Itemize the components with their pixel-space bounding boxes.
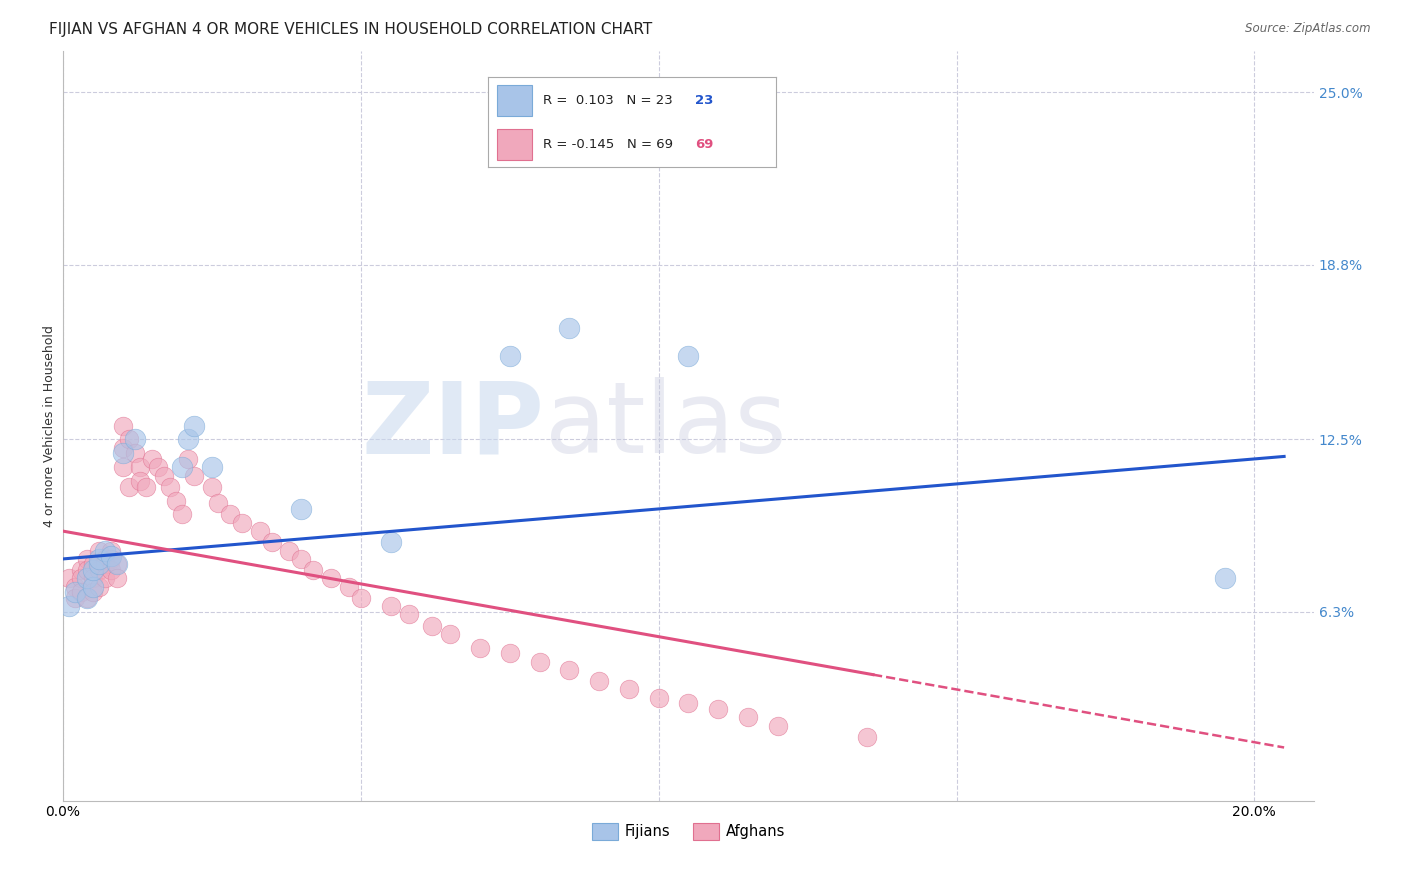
Point bbox=[76, 591, 98, 605]
Point bbox=[207, 496, 229, 510]
Point bbox=[105, 558, 128, 572]
Point bbox=[58, 599, 80, 614]
Point bbox=[94, 571, 117, 585]
Text: FIJIAN VS AFGHAN 4 OR MORE VEHICLES IN HOUSEHOLD CORRELATION CHART: FIJIAN VS AFGHAN 4 OR MORE VEHICLES IN H… bbox=[49, 22, 652, 37]
Point bbox=[124, 446, 146, 460]
Point bbox=[82, 563, 104, 577]
Point bbox=[249, 524, 271, 538]
Point bbox=[647, 690, 669, 705]
Point bbox=[380, 535, 402, 549]
Legend: Fijians, Afghans: Fijians, Afghans bbox=[586, 817, 792, 846]
Point bbox=[76, 591, 98, 605]
Point bbox=[129, 460, 152, 475]
Point bbox=[398, 607, 420, 622]
Text: ZIP: ZIP bbox=[361, 377, 544, 475]
Point bbox=[70, 585, 93, 599]
Point bbox=[87, 552, 110, 566]
Point bbox=[111, 418, 134, 433]
Point bbox=[678, 349, 700, 363]
Point bbox=[117, 480, 139, 494]
Point bbox=[1213, 571, 1236, 585]
Point bbox=[380, 599, 402, 614]
Point bbox=[558, 663, 581, 677]
Point bbox=[468, 640, 491, 655]
Point bbox=[260, 535, 283, 549]
Point bbox=[105, 558, 128, 572]
Point bbox=[82, 580, 104, 594]
Point bbox=[63, 591, 86, 605]
Point bbox=[87, 543, 110, 558]
Point bbox=[58, 571, 80, 585]
Point bbox=[290, 502, 312, 516]
Point bbox=[183, 468, 205, 483]
Point bbox=[172, 460, 194, 475]
Point bbox=[135, 480, 157, 494]
Point bbox=[87, 558, 110, 572]
Point bbox=[111, 460, 134, 475]
Y-axis label: 4 or more Vehicles in Household: 4 or more Vehicles in Household bbox=[44, 325, 56, 526]
Point bbox=[63, 580, 86, 594]
Point bbox=[201, 480, 224, 494]
Point bbox=[124, 433, 146, 447]
Point bbox=[117, 433, 139, 447]
Point bbox=[129, 474, 152, 488]
Point bbox=[100, 549, 122, 563]
Point bbox=[278, 543, 301, 558]
Point bbox=[100, 563, 122, 577]
Point bbox=[529, 655, 551, 669]
Point bbox=[76, 571, 98, 585]
Point bbox=[350, 591, 373, 605]
Point bbox=[94, 543, 117, 558]
Text: atlas: atlas bbox=[544, 377, 786, 475]
Point bbox=[82, 558, 104, 572]
Point bbox=[87, 563, 110, 577]
Point bbox=[678, 696, 700, 710]
Point bbox=[737, 710, 759, 724]
Point bbox=[588, 674, 610, 689]
Point bbox=[183, 418, 205, 433]
Point bbox=[148, 460, 170, 475]
Point bbox=[63, 585, 86, 599]
Point bbox=[218, 508, 240, 522]
Point bbox=[87, 558, 110, 572]
Point bbox=[94, 552, 117, 566]
Point bbox=[100, 552, 122, 566]
Point bbox=[422, 618, 444, 632]
Point bbox=[856, 730, 879, 744]
Point bbox=[319, 571, 342, 585]
Point bbox=[76, 552, 98, 566]
Point bbox=[87, 580, 110, 594]
Point bbox=[111, 441, 134, 455]
Point bbox=[159, 480, 181, 494]
Point bbox=[707, 702, 730, 716]
Point bbox=[439, 627, 461, 641]
Point bbox=[76, 563, 98, 577]
Point bbox=[111, 446, 134, 460]
Point bbox=[70, 571, 93, 585]
Point bbox=[337, 580, 360, 594]
Point bbox=[172, 508, 194, 522]
Point bbox=[302, 563, 325, 577]
Point bbox=[165, 493, 187, 508]
Point bbox=[153, 468, 176, 483]
Point bbox=[100, 543, 122, 558]
Point bbox=[499, 349, 522, 363]
Point bbox=[201, 460, 224, 475]
Point bbox=[177, 433, 200, 447]
Text: Source: ZipAtlas.com: Source: ZipAtlas.com bbox=[1246, 22, 1371, 36]
Point bbox=[82, 571, 104, 585]
Point bbox=[141, 451, 163, 466]
Point bbox=[177, 451, 200, 466]
Point bbox=[94, 558, 117, 572]
Point bbox=[82, 585, 104, 599]
Point bbox=[558, 321, 581, 335]
Point bbox=[70, 563, 93, 577]
Point bbox=[105, 571, 128, 585]
Point bbox=[766, 718, 789, 732]
Point bbox=[231, 516, 253, 530]
Point bbox=[499, 646, 522, 660]
Point bbox=[290, 552, 312, 566]
Point bbox=[617, 682, 640, 697]
